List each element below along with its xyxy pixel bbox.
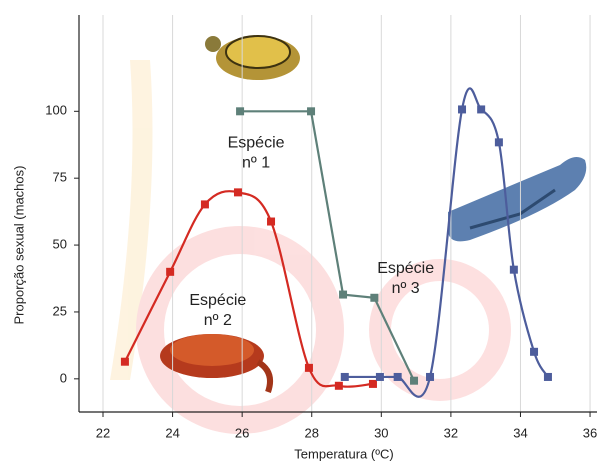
annotation: Espécie nº 1 xyxy=(228,135,285,172)
data-point xyxy=(375,372,384,381)
x-tick-label: 34 xyxy=(513,425,527,440)
x-tick-label: 28 xyxy=(305,425,319,440)
data-point xyxy=(304,363,313,372)
x-tick-label: 32 xyxy=(444,425,458,440)
y-axis-label: Proporção sexual (machos) xyxy=(11,166,26,325)
data-point xyxy=(494,138,503,147)
x-tick-label: 30 xyxy=(374,425,388,440)
data-point xyxy=(339,290,348,299)
data-point xyxy=(120,357,129,366)
data-point xyxy=(393,372,402,381)
data-point xyxy=(307,107,316,116)
turtle-2 xyxy=(160,334,273,393)
annotation-line: nº 2 xyxy=(204,312,232,329)
data-point xyxy=(410,376,419,385)
y-tick-label: 25 xyxy=(53,303,67,318)
y-tick-label: 75 xyxy=(53,170,67,185)
data-point xyxy=(267,217,276,226)
annotation-line: Espécie xyxy=(228,135,285,152)
y-tick-label: 0 xyxy=(60,370,67,385)
data-point xyxy=(233,188,242,197)
x-tick-label: 24 xyxy=(165,425,179,440)
data-point xyxy=(334,381,343,390)
annotation: Espécie nº 3 xyxy=(377,260,434,297)
data-point xyxy=(368,379,377,388)
data-point xyxy=(530,347,539,356)
annotation-line: Espécie xyxy=(189,292,246,309)
annotation-line: nº 3 xyxy=(392,280,420,297)
data-point xyxy=(200,200,209,209)
data-point xyxy=(166,267,175,276)
annotation-line: Espécie xyxy=(377,260,434,277)
data-point xyxy=(509,265,518,274)
y-tick-label: 50 xyxy=(53,237,67,252)
x-tick-label: 22 xyxy=(96,425,110,440)
x-tick-label: 36 xyxy=(583,425,597,440)
data-point xyxy=(340,372,349,381)
watermark xyxy=(110,60,511,434)
data-point xyxy=(236,107,245,116)
x-axis-label: Temperatura (ºC) xyxy=(294,446,393,461)
annotation: Espécie nº 2 xyxy=(189,292,246,329)
data-point xyxy=(426,372,435,381)
data-point xyxy=(370,293,379,302)
annotation-line: nº 1 xyxy=(242,155,270,172)
x-tick-label: 26 xyxy=(235,425,249,440)
data-point xyxy=(477,105,486,114)
data-point xyxy=(543,372,552,381)
data-point xyxy=(458,105,467,114)
y-tick-label: 100 xyxy=(45,103,67,118)
